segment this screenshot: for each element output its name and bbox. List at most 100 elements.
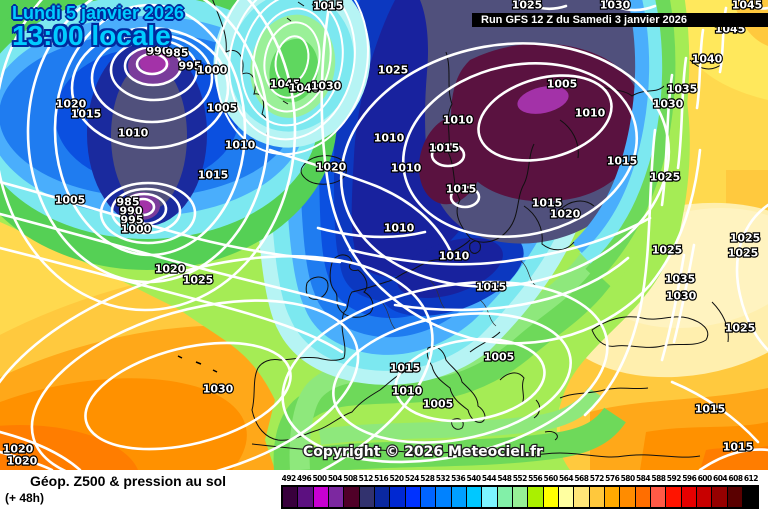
- pressure-label: 1010: [575, 107, 606, 120]
- pressure-label: 1040: [692, 53, 723, 66]
- pressure-label: 1025: [183, 274, 214, 287]
- scale-value: 576: [605, 474, 620, 483]
- scale-swatch: [604, 487, 621, 507]
- scale-value: 604: [713, 474, 728, 483]
- scale-swatch: [666, 487, 682, 507]
- scale-swatch: [727, 487, 743, 507]
- scale-value: 564: [558, 474, 574, 483]
- scale-value: 584: [635, 474, 651, 483]
- pressure-label: 1020: [3, 443, 34, 456]
- pressure-label: 1015: [390, 362, 421, 375]
- pressure-label: 1025: [730, 232, 761, 245]
- scale-swatch: [374, 487, 391, 507]
- pressure-label: 995: [179, 60, 202, 73]
- scale-swatch: [574, 487, 590, 507]
- scale-swatch: [466, 487, 483, 507]
- scale-swatch: [298, 487, 314, 507]
- pressure-label: 1025: [650, 171, 681, 184]
- pressure-label: 1010: [384, 222, 415, 235]
- scale-value: 592: [666, 474, 682, 483]
- isobar-lines: [0, 0, 768, 464]
- scale-swatch: [528, 487, 544, 507]
- pressure-label: 1015: [71, 108, 102, 121]
- scale-swatch: [482, 487, 498, 507]
- scale-value: 500: [312, 474, 327, 483]
- chart-title: Géop. Z500 & pression au sol: [30, 473, 227, 489]
- footer-bar: Géop. Z500 & pression au sol (+ 48h) 492…: [0, 470, 768, 512]
- scale-swatch: [696, 487, 713, 507]
- scale-value: 504: [327, 474, 343, 483]
- pressure-label: 1010: [225, 139, 256, 152]
- copyright-text: Copyright © 2026 Meteociel.fr: [303, 444, 543, 460]
- scale-swatch: [620, 487, 636, 507]
- scale-swatch: [650, 487, 667, 507]
- scale-value: 496: [297, 474, 312, 483]
- scale-value: 572: [589, 474, 605, 483]
- scale-value: 556: [528, 474, 543, 483]
- scale-swatch: [359, 487, 375, 507]
- pressure-label: 1030: [311, 80, 342, 93]
- scale-value: 580: [620, 474, 636, 483]
- scale-value: 508: [343, 474, 358, 483]
- scale-swatch: [405, 487, 421, 507]
- scale-value: 568: [574, 474, 589, 483]
- scale-swatch: [742, 487, 758, 507]
- scale-swatch: [558, 487, 575, 507]
- pressure-label: 1015: [476, 281, 507, 294]
- scale-swatch: [313, 487, 329, 507]
- pressure-label: 1015: [198, 169, 229, 182]
- scale-swatch: [451, 487, 467, 507]
- pressure-label: 1010: [118, 127, 149, 140]
- scale-value: 560: [543, 474, 559, 483]
- pressure-label: 1010: [443, 114, 474, 127]
- scale-swatch: [344, 487, 360, 507]
- pressure-label: 1045: [270, 78, 301, 91]
- pressure-label: 1020: [550, 208, 581, 221]
- pressure-label: 1015: [446, 183, 477, 196]
- pressure-label: 1015: [429, 142, 460, 155]
- color-scale: 492 496 500 504 508 512 516 520 524 528 532 536 540 5…: [281, 474, 759, 509]
- scale-swatches: [281, 485, 759, 509]
- pressure-label: 1010: [439, 250, 470, 263]
- scale-value: 536: [451, 474, 466, 483]
- pressure-label: 990: [120, 205, 143, 218]
- pressure-label: 1010: [392, 385, 423, 398]
- model-run-bar: Run GFS 12 Z du Samedi 3 janvier 2026: [472, 13, 768, 27]
- pressure-label: 1030: [666, 290, 697, 303]
- scale-swatch: [497, 487, 513, 507]
- pressure-label: 1040: [289, 82, 320, 95]
- scale-value: 540: [466, 474, 482, 483]
- pressure-label: 1010: [374, 132, 405, 145]
- pressure-label: 1030: [653, 98, 684, 111]
- scale-values: 492 496 500 504 508 512 516 520 524 528 532 536 540 5…: [281, 474, 759, 483]
- pressure-label: 1020: [155, 263, 186, 276]
- pressure-label: 1005: [484, 351, 515, 364]
- pressure-label: 1025: [378, 64, 409, 77]
- scale-swatch: [390, 487, 406, 507]
- pressure-label: 1015: [695, 403, 726, 416]
- pressure-label: 1000: [197, 64, 228, 77]
- pressure-label: 1020: [7, 455, 38, 468]
- pressure-label: 1035: [667, 83, 698, 96]
- pressure-label: 1025: [512, 0, 543, 12]
- scale-swatch: [681, 487, 697, 507]
- scale-value: 544: [481, 474, 497, 483]
- pressure-label: 1025: [728, 247, 759, 260]
- pressure-label: 1005: [55, 194, 86, 207]
- scale-swatch: [436, 487, 452, 507]
- scale-value: 548: [497, 474, 512, 483]
- pressure-label: 1015: [532, 197, 563, 210]
- scale-swatch: [283, 487, 299, 507]
- pressure-label: 1015: [313, 0, 344, 13]
- pressure-label: 1020: [316, 161, 347, 174]
- scale-swatch: [420, 487, 437, 507]
- scale-value: 608: [728, 474, 743, 483]
- pressure-label: 1005: [547, 78, 578, 91]
- scale-value: 492: [281, 474, 297, 483]
- lead-time-label: (+ 48h): [5, 491, 45, 505]
- pressure-labels: 9909859951000102010151010100510101015100…: [1, 0, 763, 469]
- scale-swatch: [328, 487, 345, 507]
- scale-value: 524: [404, 474, 420, 483]
